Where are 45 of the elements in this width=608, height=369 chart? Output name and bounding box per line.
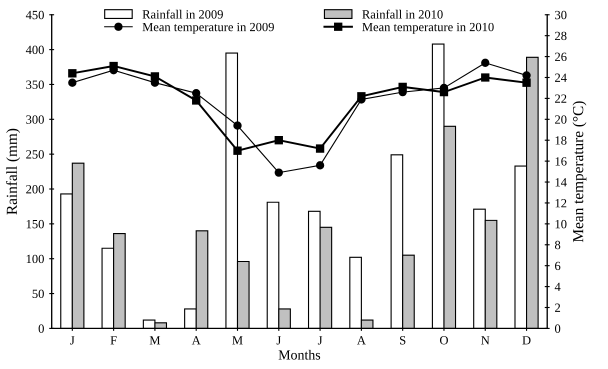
y2-tick-label: 28 [555,32,567,40]
y2-tick-label: 22 [555,94,566,103]
y2-tick-label: 30 [555,10,567,20]
y2-tick-label: 6 [555,262,560,270]
y2-tick-label: 2 [555,304,560,312]
y2-tick-label: 12 [556,199,566,208]
y2-tick-label: 0 [554,324,560,333]
legend-label: Rainfall in 2009 [142,10,223,19]
y2-tick-label: 20 [555,115,567,124]
x-tick-label: M [232,336,243,344]
y2-tick-label: 16 [556,157,567,166]
y2-tick-label: 4 [554,282,561,291]
x-tick-label: J [318,336,322,344]
y2-tick-label: 24 [555,74,567,82]
x-tick-label: A [192,336,201,344]
y-tick-label: 250 [26,150,44,159]
y-tick-label: 100 [26,254,44,264]
x-tick-label: D [522,336,531,344]
y-axis-title: Rainfall (mm) [6,128,20,215]
legend-label: Rainfall in 2010 [362,10,443,19]
legend-label: Mean temperature in 2009 [142,22,274,34]
x-tick-label: N [481,336,490,344]
y-tick-label: 200 [26,185,44,194]
y-tick-label: 50 [32,290,44,298]
y-tick-label: 150 [26,220,44,228]
y-tick-label: 350 [26,80,44,89]
x-tick-label: S [400,336,406,344]
y2-tick-label: 10 [556,220,567,228]
y2-tick-label: 18 [556,136,567,145]
y2-tick-label: 14 [556,178,567,186]
y-tick-label: 300 [26,115,44,124]
x-tick-label: M [150,336,160,344]
x-tick-label: J [276,336,281,344]
y-tick-label: 450 [26,10,44,20]
x-tick-label: O [440,336,448,344]
y2-tick-label: 26 [555,52,567,62]
legend-label: Mean temperature in 2010 [362,22,494,34]
x-tick-label: J [70,336,74,344]
x-tick-label: A [356,336,366,344]
y2-tick-label: 8 [554,240,560,250]
x-tick-label: F [110,336,117,344]
y-tick-label: 400 [26,46,44,54]
y2-axis-title: Mean temperature (°C) [572,101,586,242]
x-axis-title: Months [278,350,320,360]
y-tick-label: 0 [38,324,44,333]
